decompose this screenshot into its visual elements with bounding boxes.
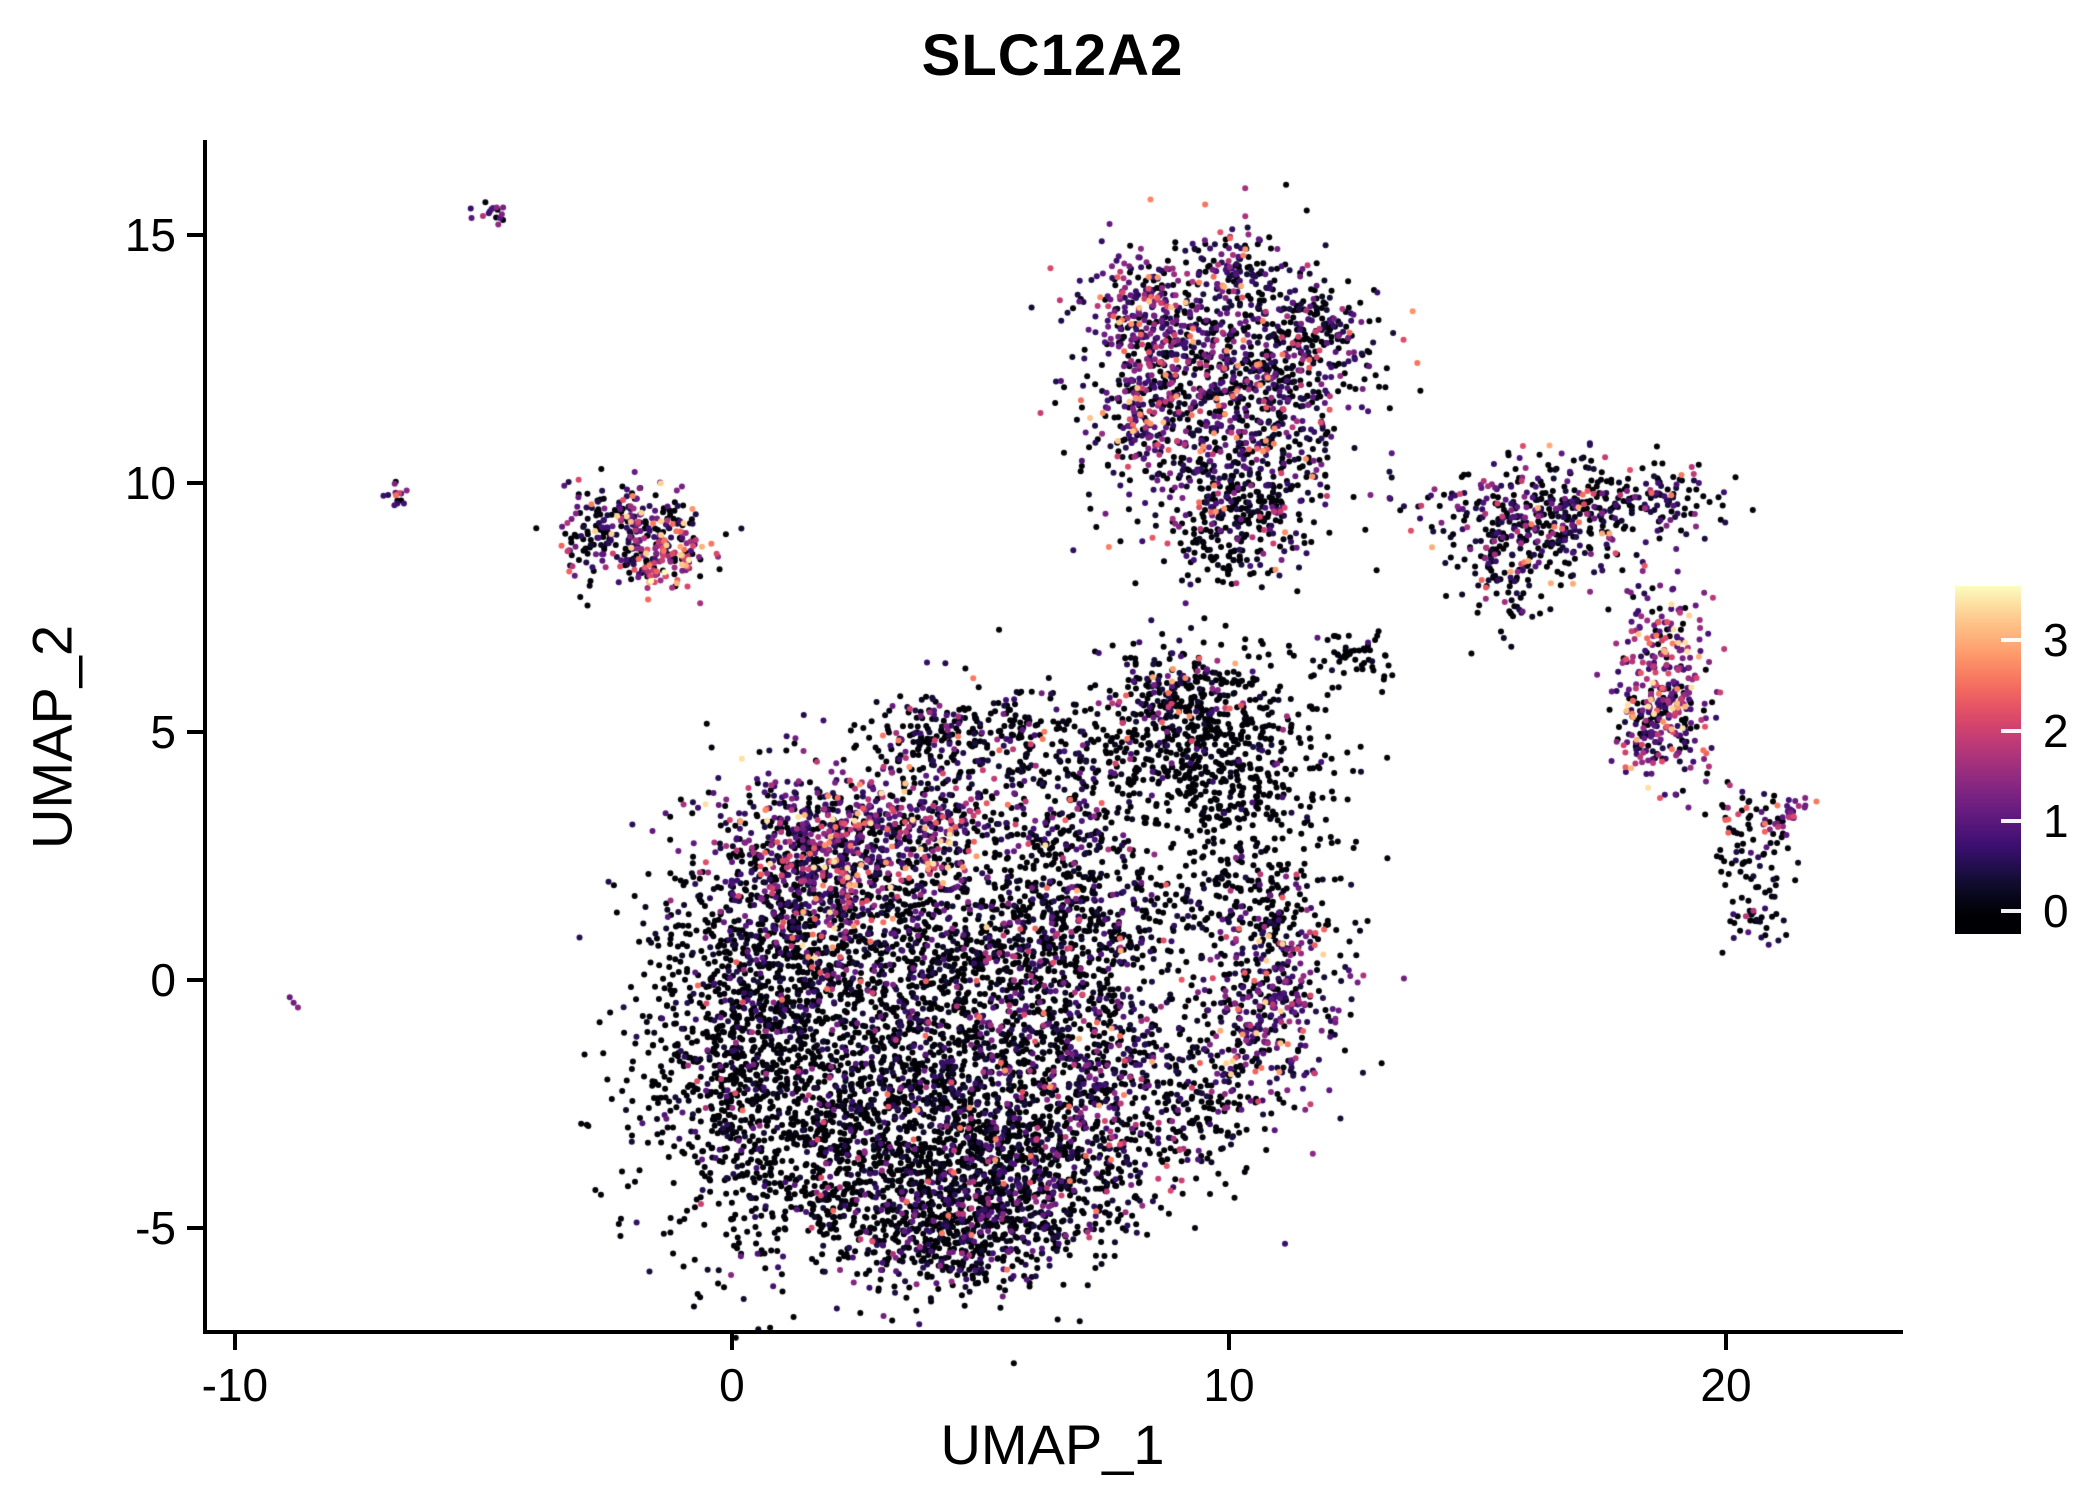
y-tick-label: 0	[150, 953, 176, 1006]
colorbar-tick-mark	[2001, 728, 2021, 733]
y-tick-label: -5	[135, 1202, 176, 1255]
x-tick-mark	[232, 1334, 237, 1350]
colorbar-tick-mark	[2001, 818, 2021, 823]
x-tick-mark	[1724, 1334, 1729, 1350]
x-tick-label: 10	[1203, 1359, 1255, 1411]
colorbar-tick-label: 0	[2043, 885, 2069, 938]
x-tick-label: 20	[1700, 1359, 1752, 1411]
x-axis-line	[203, 1330, 1903, 1334]
figure-title: SLC12A2	[921, 23, 1184, 88]
y-axis-line	[203, 140, 207, 1334]
colorbar-tick-mark	[2001, 909, 2021, 914]
x-tick-label: -10	[201, 1359, 269, 1411]
y-tick-mark	[187, 977, 203, 982]
x-axis-title: UMAP_1	[940, 1413, 1165, 1476]
colorbar	[1955, 586, 2021, 934]
y-tick-label: 15	[124, 208, 176, 261]
y-tick-mark	[187, 481, 203, 486]
y-tick-mark	[187, 729, 203, 734]
x-tick-mark	[729, 1334, 734, 1350]
x-tick-mark	[1226, 1334, 1231, 1350]
colorbar-tick-label: 2	[2043, 704, 2069, 757]
colorbar-tick-mark	[2001, 638, 2021, 643]
y-tick-mark	[187, 1226, 203, 1231]
y-tick-mark	[187, 232, 203, 237]
y-tick-label: 10	[124, 457, 176, 510]
colorbar-tick-label: 1	[2043, 794, 2069, 847]
x-tick-label: 0	[719, 1359, 745, 1411]
y-tick-label: 5	[150, 705, 176, 758]
y-axis-title: UMAP_2	[20, 624, 84, 850]
colorbar-tick-label: 3	[2043, 614, 2069, 667]
